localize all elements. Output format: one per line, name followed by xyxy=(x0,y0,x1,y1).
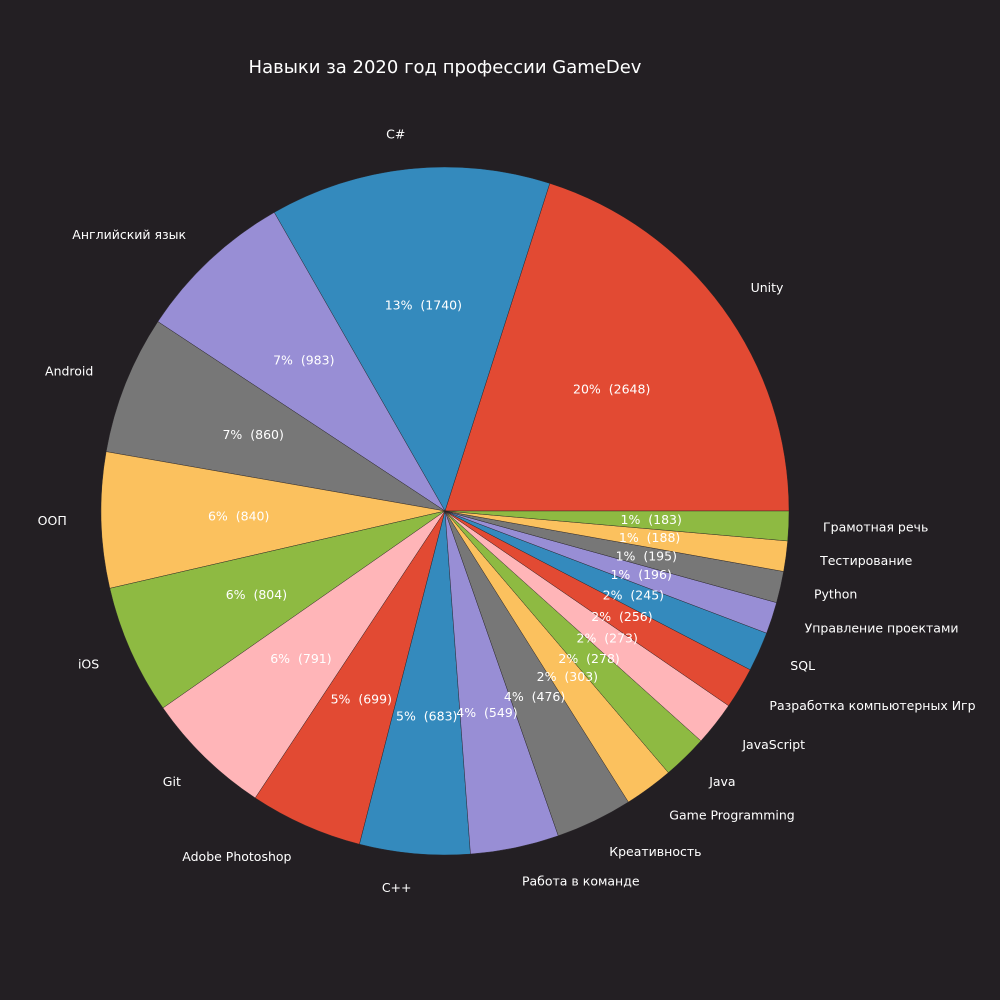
pie-slice xyxy=(444,183,790,512)
category-label: Работа в команде xyxy=(522,873,640,888)
value-label: 2% (256) xyxy=(591,609,652,624)
value-label: 2% (278) xyxy=(558,651,619,666)
value-label: 2% (273) xyxy=(577,631,638,646)
value-label: 7% (983) xyxy=(273,352,334,367)
category-label: C++ xyxy=(382,880,412,895)
value-label: 6% (791) xyxy=(270,651,331,666)
pie-slice xyxy=(162,510,446,799)
pie-slice xyxy=(273,166,550,512)
category-label: Тестирование xyxy=(819,553,913,568)
chart-title: Навыки за 2020 год профессии GameDev xyxy=(249,57,642,78)
value-label: 1% (196) xyxy=(610,567,671,582)
pie-slice xyxy=(100,451,446,589)
pie-slice xyxy=(157,212,446,512)
category-label: Game Programming xyxy=(669,808,794,823)
category-labels: Unity C# Английский язык Android ООП iOS Git Ad… xyxy=(38,127,976,895)
category-label: Английский язык xyxy=(72,227,186,242)
value-label: 7% (860) xyxy=(222,427,283,442)
category-label: iOS xyxy=(78,657,99,672)
pie-slice xyxy=(444,510,790,542)
value-labels: 20% (2648) 13% (1740) 7% (983) 7% (860) 6% (… xyxy=(208,298,682,724)
category-label: SQL xyxy=(790,658,815,673)
pie-slice xyxy=(109,510,446,709)
value-label: 4% (476) xyxy=(504,689,565,704)
category-label: Adobe Photoshop xyxy=(182,849,291,864)
pie-slice xyxy=(105,321,446,512)
category-label: Креативность xyxy=(609,844,701,859)
value-label: 6% (804) xyxy=(226,587,287,602)
category-label: ООП xyxy=(38,513,67,528)
value-label: 1% (188) xyxy=(619,530,680,545)
category-label: Разработка компьютерных Игр xyxy=(769,698,975,713)
value-label: 4% (549) xyxy=(456,705,517,720)
value-label: 13% (1740) xyxy=(385,298,462,313)
category-label: JavaScript xyxy=(741,737,805,752)
value-label: 1% (195) xyxy=(616,549,677,564)
value-label: 2% (303) xyxy=(537,669,598,684)
category-label: C# xyxy=(386,127,405,142)
value-label: 5% (699) xyxy=(331,692,392,707)
value-label: 2% (245) xyxy=(603,587,664,602)
category-label: Грамотная речь xyxy=(823,519,928,534)
value-label: 1% (183) xyxy=(621,512,682,527)
category-label: Git xyxy=(163,774,181,789)
value-label: 20% (2648) xyxy=(573,381,650,396)
category-label: Unity xyxy=(751,280,784,295)
value-label: 6% (840) xyxy=(208,509,269,524)
category-label: Java xyxy=(708,774,735,789)
value-label: 5% (683) xyxy=(396,709,457,724)
category-label: Android xyxy=(45,363,93,378)
category-label: Управление проектами xyxy=(805,621,959,636)
pie-slices xyxy=(100,166,790,856)
category-label: Python xyxy=(814,587,857,602)
